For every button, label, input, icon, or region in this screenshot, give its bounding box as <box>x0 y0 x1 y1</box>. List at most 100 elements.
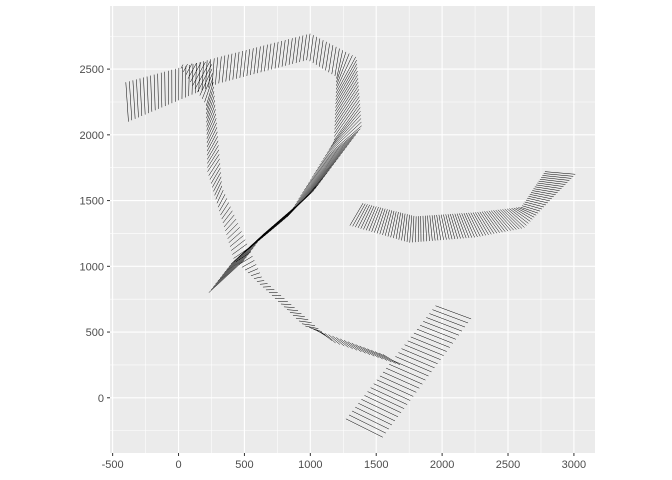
segment-line <box>335 74 358 112</box>
segment-line <box>395 356 432 373</box>
x-axis: -500 0 500 1000 1500 2000 2500 3000 <box>102 453 586 471</box>
segment-line <box>343 340 358 351</box>
segment-line <box>206 86 214 111</box>
segment-line <box>382 354 401 366</box>
segment-line <box>504 208 525 228</box>
segment-band-2 <box>180 61 401 366</box>
segment-line <box>355 204 368 228</box>
segment-band-4 <box>345 305 472 438</box>
segment-line <box>264 44 268 72</box>
segment-band-1 <box>125 33 362 293</box>
segment-line <box>358 402 396 422</box>
segment-line <box>204 77 214 103</box>
segment-line <box>150 75 153 112</box>
segment-line <box>191 64 194 95</box>
segment-line <box>351 410 390 430</box>
segment-line <box>292 37 297 64</box>
segment-line <box>419 325 456 340</box>
segment-line <box>334 89 360 126</box>
segment-line <box>206 91 215 115</box>
segment-line <box>215 185 223 200</box>
segment-line <box>340 338 353 350</box>
segment-line <box>447 214 456 240</box>
segment-line <box>518 207 537 216</box>
segment-line <box>306 33 311 61</box>
segment-line <box>401 213 406 241</box>
segment-line <box>274 41 279 69</box>
segment-line <box>136 79 139 118</box>
segment-line <box>426 317 463 332</box>
segment-line <box>232 243 248 255</box>
segment-line <box>463 213 475 238</box>
segment-line <box>257 46 261 74</box>
segment-line <box>515 207 535 218</box>
segment-line <box>199 68 213 96</box>
segment-line <box>376 208 386 234</box>
segment-line <box>412 215 415 243</box>
segment-line <box>484 211 500 233</box>
segment-line <box>201 73 213 99</box>
segment-line <box>393 211 399 239</box>
segment-line <box>206 131 218 152</box>
segment-line <box>385 367 423 385</box>
segment-line <box>525 199 547 206</box>
segment-line <box>468 212 481 237</box>
segment-line <box>332 107 361 144</box>
segment-line <box>368 206 379 232</box>
segment-line <box>328 114 361 150</box>
x-tick-label: 500 <box>235 459 253 471</box>
segment-line <box>207 140 219 160</box>
segment-line <box>529 194 552 200</box>
segment-line <box>206 122 217 144</box>
plot-panel <box>110 6 595 453</box>
segment-line <box>305 325 319 329</box>
segment-line <box>522 205 541 212</box>
segment-line <box>207 154 220 172</box>
segment-line <box>361 399 399 418</box>
segment-line <box>283 306 295 308</box>
segment-line <box>390 211 397 238</box>
segment-line <box>206 100 215 123</box>
segment-line <box>244 264 257 271</box>
segment-line <box>288 38 293 65</box>
segment-line <box>281 40 286 67</box>
segment-line <box>539 178 568 183</box>
segment-line <box>345 418 383 438</box>
segment-line <box>208 158 220 176</box>
segment-line <box>207 145 219 164</box>
segment-line <box>536 184 562 189</box>
segment-line <box>164 71 166 107</box>
segment-line <box>398 352 435 369</box>
segment-line <box>357 204 370 229</box>
segment-line <box>500 209 520 230</box>
segment-line <box>395 212 401 239</box>
segment-line <box>319 40 324 67</box>
segment-line <box>267 43 272 71</box>
segment-line <box>486 210 503 233</box>
segment-line <box>435 305 472 320</box>
segment-line <box>315 38 321 65</box>
segment-line <box>309 35 314 62</box>
segment-line <box>238 256 253 265</box>
segment-line <box>125 82 129 122</box>
segment-line <box>328 45 334 73</box>
segment-line <box>206 136 218 156</box>
segment-line <box>363 347 379 358</box>
segment-line <box>132 80 136 119</box>
segment-line <box>185 63 193 76</box>
minor-gridlines <box>110 6 595 453</box>
segment-line <box>236 51 240 79</box>
segment-line <box>256 280 265 282</box>
segment-line <box>334 85 359 123</box>
segment-line <box>382 209 390 236</box>
segment-line <box>425 215 427 242</box>
segment-line <box>336 337 349 348</box>
segment-line <box>335 56 356 94</box>
segment-line <box>481 211 498 234</box>
segment-line <box>524 201 545 208</box>
y-tick-label: 1000 <box>80 261 104 273</box>
segment-line <box>305 152 343 187</box>
segment-line <box>313 140 352 175</box>
segment-line <box>530 192 554 198</box>
